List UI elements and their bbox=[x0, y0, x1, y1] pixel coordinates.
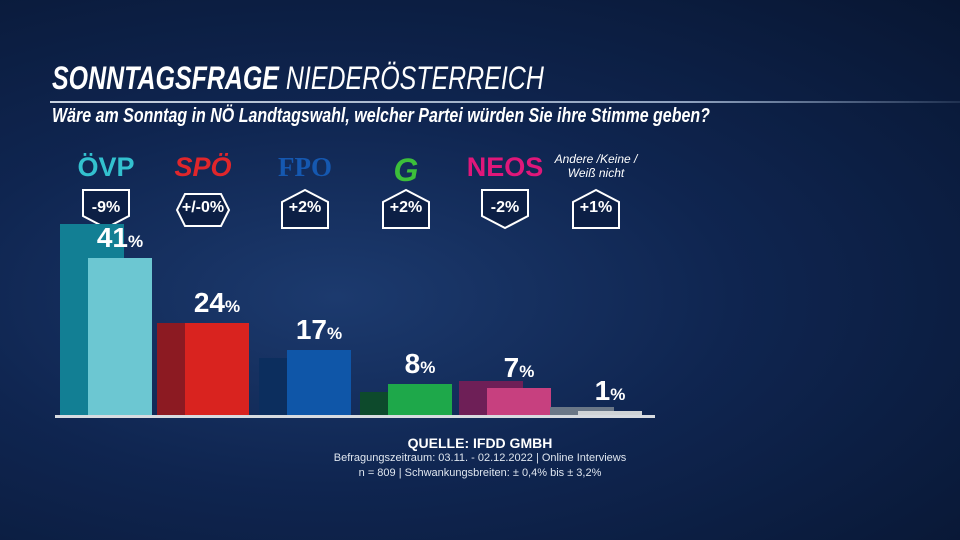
change-badge: +2% bbox=[280, 188, 330, 230]
unit-label: % bbox=[327, 323, 343, 343]
value-label: 1% bbox=[594, 375, 626, 407]
badge-shape bbox=[572, 188, 620, 229]
party-logo: SPÖ bbox=[174, 152, 232, 182]
value-label: 41% bbox=[96, 221, 144, 253]
unit-label: % bbox=[610, 385, 626, 405]
badge-shape bbox=[281, 188, 329, 229]
change-label: -2% bbox=[490, 199, 520, 216]
party-logo: FPO bbox=[278, 152, 332, 182]
party-logo: Andere /Keine / Weiß nicht bbox=[554, 152, 638, 180]
baseline bbox=[55, 415, 655, 418]
title-bold: SONNTAGSFRAGE bbox=[52, 60, 279, 96]
current-bar bbox=[487, 388, 551, 415]
badge-shape bbox=[481, 189, 529, 230]
change-label: +/-0% bbox=[181, 199, 225, 216]
previous-bar bbox=[550, 407, 614, 415]
unit-label: % bbox=[225, 297, 241, 317]
source-sample: n = 809 | Schwankungsbreiten: ± 0,4% bis… bbox=[358, 467, 602, 479]
title-light: NIEDERÖSTERREICH bbox=[285, 60, 544, 96]
party-logo: G bbox=[393, 152, 419, 188]
value-label: 24% bbox=[193, 287, 241, 319]
current-bar bbox=[185, 323, 249, 415]
change-badge: -2% bbox=[480, 188, 530, 230]
unit-label: % bbox=[128, 231, 144, 251]
current-bar bbox=[578, 411, 642, 415]
chart-title: SONNTAGSFRAGE NIEDERÖSTERREICH bbox=[52, 60, 683, 97]
badge-shape bbox=[382, 188, 430, 229]
badge-shape bbox=[82, 189, 130, 230]
unit-label: % bbox=[519, 362, 535, 382]
source-period: Befragungszeitraum: 03.11. - 02.12.2022 … bbox=[333, 452, 627, 464]
chart-subtitle: Wäre am Sonntag in NÖ Landtagswahl, welc… bbox=[52, 105, 874, 128]
current-bar bbox=[287, 349, 351, 415]
source-block: QUELLE: IFDD GMBH Befragungszeitraum: 03… bbox=[0, 436, 960, 481]
subtitle-text: Wäre am Sonntag in NÖ Landtagswahl, welc… bbox=[52, 105, 710, 127]
party-logo: NEOS bbox=[466, 152, 544, 182]
change-label: +2% bbox=[288, 199, 322, 216]
value-label: 7% bbox=[503, 352, 535, 384]
change-badge: +1% bbox=[571, 188, 621, 230]
change-label: -9% bbox=[91, 199, 121, 216]
change-badge: +/-0% bbox=[175, 188, 231, 230]
value-label: 17% bbox=[295, 313, 343, 345]
unit-label: % bbox=[420, 358, 436, 378]
party-logo: ÖVP bbox=[77, 152, 135, 182]
current-bar bbox=[88, 257, 152, 415]
change-badge: -9% bbox=[81, 188, 131, 230]
badge-shape bbox=[175, 193, 231, 227]
change-label: +2% bbox=[389, 199, 423, 216]
change-label: +1% bbox=[579, 199, 613, 216]
current-bar bbox=[388, 384, 452, 415]
source-title: QUELLE: IFDD GMBH bbox=[407, 435, 553, 451]
value-label: 8% bbox=[404, 348, 436, 380]
title-divider bbox=[50, 101, 960, 103]
change-badge: +2% bbox=[381, 188, 431, 230]
